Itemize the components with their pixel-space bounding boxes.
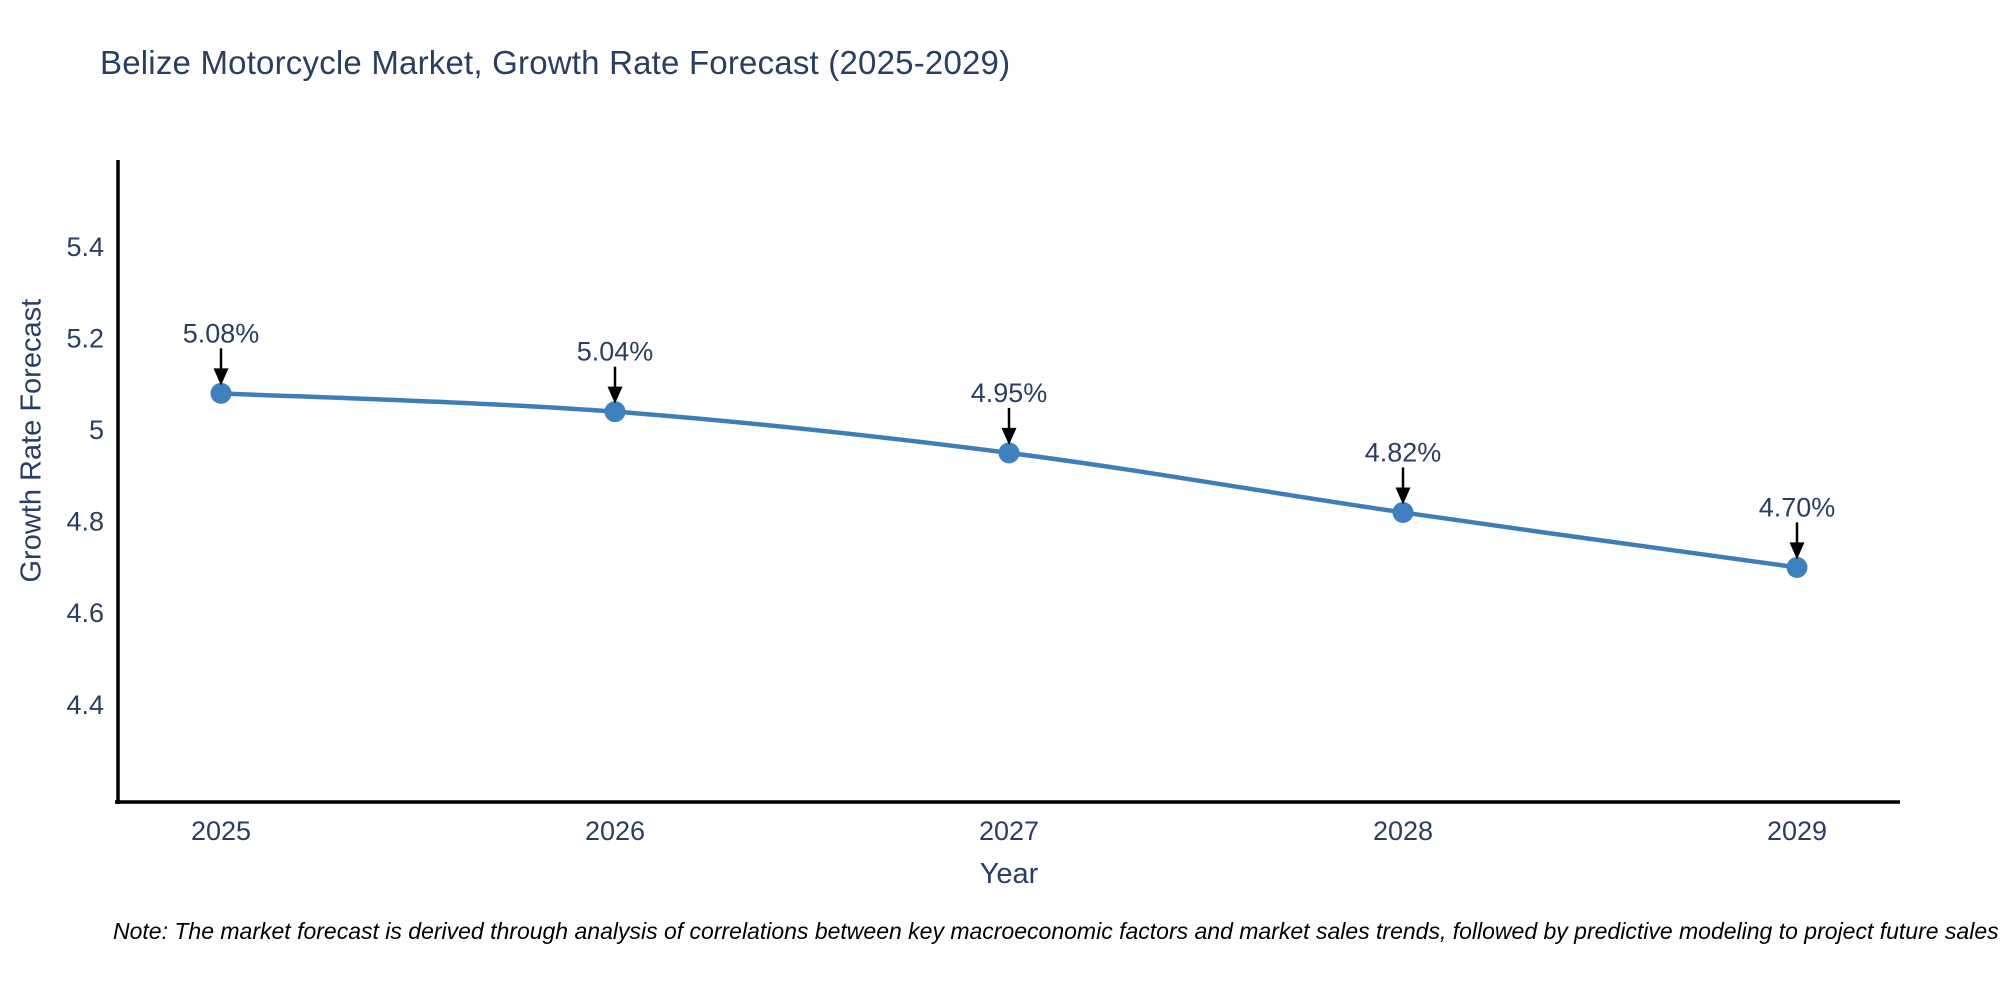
y-tick-label: 5.2: [66, 323, 104, 353]
y-tick-label: 4.8: [66, 507, 104, 537]
x-tick-label: 2025: [191, 816, 251, 846]
data-point-marker: [604, 401, 626, 423]
y-tick-label: 5: [89, 415, 104, 445]
annotation-label: 5.08%: [183, 318, 260, 348]
x-tick-label: 2027: [979, 816, 1039, 846]
annotation-label: 4.95%: [971, 378, 1048, 408]
annotation-arrowhead: [1789, 542, 1805, 560]
data-point-marker: [1392, 501, 1414, 523]
annotation-label: 4.70%: [1759, 492, 1836, 522]
y-tick-label: 5.4: [66, 232, 104, 262]
x-tick-label: 2028: [1373, 816, 1433, 846]
annotation-label: 4.82%: [1365, 437, 1442, 467]
annotation-arrowhead: [1001, 427, 1017, 445]
x-tick-label: 2029: [1767, 816, 1827, 846]
y-tick-label: 4.4: [66, 690, 104, 720]
data-point-marker: [998, 442, 1020, 464]
chart-title: Belize Motorcycle Market, Growth Rate Fo…: [100, 44, 1011, 81]
annotation-label: 5.04%: [577, 337, 654, 367]
data-point-marker: [1786, 556, 1808, 578]
annotation-arrowhead: [607, 386, 623, 404]
x-tick-label: 2026: [585, 816, 645, 846]
x-axis-title: Year: [979, 858, 1039, 890]
y-tick-label: 4.6: [66, 598, 104, 628]
footnote: Note: The market forecast is derived thr…: [113, 918, 1999, 944]
annotation-arrowhead: [1395, 487, 1411, 505]
annotation-arrowhead: [213, 368, 229, 386]
data-point-marker: [210, 382, 232, 404]
